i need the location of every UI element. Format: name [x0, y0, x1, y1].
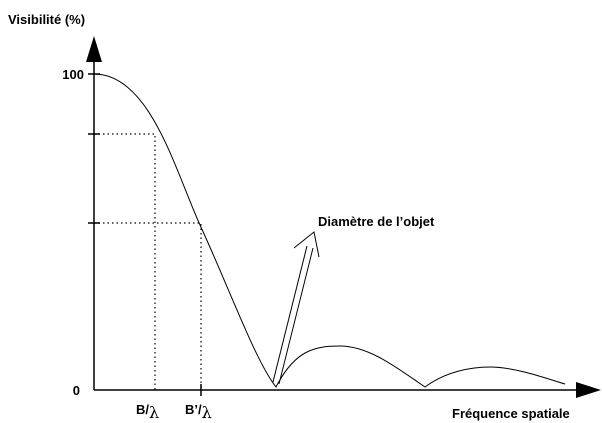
guide	[94, 133, 156, 390]
x-tick-main: B/	[136, 402, 149, 417]
axes	[88, 55, 585, 396]
x-tick-sym: λ	[149, 403, 159, 422]
arrow-head	[293, 231, 320, 258]
y-title: Visibilité (%)	[8, 12, 85, 27]
x-tick-label: B’/λ	[185, 402, 212, 422]
x-arrow	[576, 382, 601, 398]
arrow-line	[278, 247, 314, 385]
x-tick-main: B’/	[185, 402, 202, 417]
y-tick-label: 100	[62, 67, 84, 82]
visibility-curve	[93, 73, 566, 388]
y-tick-label: 0	[73, 383, 80, 398]
arrow-line	[272, 245, 308, 383]
y-arrow	[86, 36, 102, 62]
x-tick-label: B/λ	[136, 402, 159, 422]
guides	[94, 133, 202, 390]
x-title: Fréquence spatiale	[452, 406, 570, 421]
guide	[94, 222, 202, 390]
annotation: Diamètre de l’objet	[318, 214, 435, 229]
x-tick-sym: λ	[202, 403, 212, 422]
